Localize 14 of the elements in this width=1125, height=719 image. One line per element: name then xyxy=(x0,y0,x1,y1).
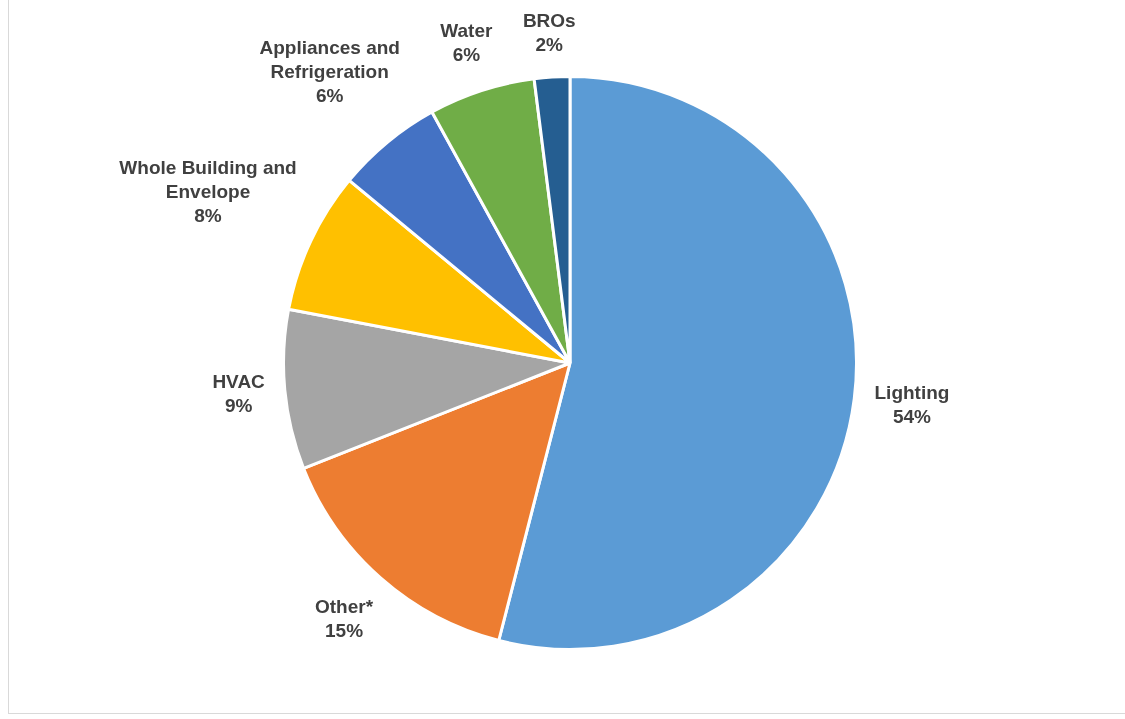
slice-label: Other* xyxy=(314,595,374,617)
slice-label: Lighting xyxy=(874,382,950,404)
slice-label: HVAC xyxy=(212,370,266,392)
slice-label: Whole Building and Envelope xyxy=(119,156,297,202)
data-label: 54% xyxy=(892,406,932,428)
data-label: 8% xyxy=(194,204,222,226)
data-label: 6% xyxy=(315,84,344,106)
data-label: 9% xyxy=(224,394,253,416)
slice-label: BROs xyxy=(522,9,576,31)
slice-label: Appliances and Refrigeration xyxy=(259,36,400,82)
data-label: 6% xyxy=(452,44,481,66)
slice-label: Water xyxy=(440,20,494,42)
data-label: 2% xyxy=(535,33,564,55)
data-label: 15% xyxy=(325,619,364,641)
